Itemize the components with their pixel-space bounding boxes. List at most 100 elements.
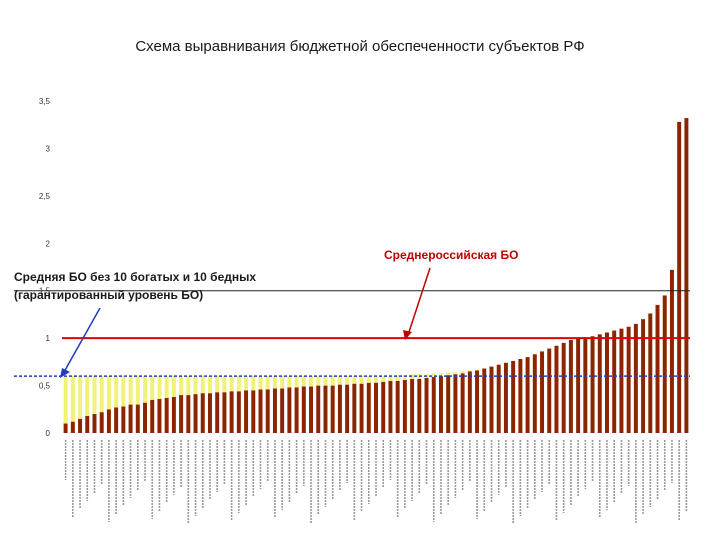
chart-title: Схема выравнивания бюджетной обеспеченно… [135,38,585,55]
bar-own-revenue [402,379,407,433]
bar-equalization [446,372,451,376]
bar-own-revenue [518,359,523,433]
bar-own-revenue [669,269,674,433]
bar-own-revenue [294,387,299,433]
bar-equalization [121,376,126,407]
bar-own-revenue [352,383,357,433]
bar-equalization [244,376,249,391]
bar-own-revenue [171,396,176,433]
bar-own-revenue [554,345,559,433]
bar-equalization [85,376,90,416]
bar-own-revenue [193,394,198,433]
bar-own-revenue [633,323,638,433]
avg-arrow [407,267,431,336]
bar-own-revenue [438,376,443,433]
y-tick-label: 2 [46,239,51,248]
bar-equalization [236,376,241,392]
bar-own-revenue [453,374,458,433]
bar-equalization [186,376,191,396]
bar-equalization [157,376,162,399]
bar-equalization [301,376,306,387]
bar-own-revenue [229,391,234,433]
bar-equalization [135,376,140,405]
bar-equalization [345,376,350,385]
bar-own-revenue [157,398,162,433]
guaranteed-arrow-head [60,368,70,378]
bar-own-revenue [244,390,249,433]
bar-own-revenue [99,412,104,433]
bar-own-revenue [648,313,653,433]
bar-equalization [92,376,97,415]
bar-own-revenue [662,295,667,433]
bar-own-revenue [431,377,436,433]
bar-own-revenue [410,378,415,433]
bar-own-revenue [446,375,451,433]
bar-own-revenue [222,392,227,433]
y-tick-label: 2,5 [39,192,51,201]
bar-equalization [388,375,393,381]
avg-label: Среднероссийская БО [384,248,518,262]
bar-own-revenue [525,357,530,433]
y-axis-ticks: 0 0,5 1 1,5 2 2,5 3 3,5 [39,97,51,438]
bar-own-revenue [612,330,617,433]
bar-equalization [280,376,285,389]
bar-equalization [215,376,220,393]
bar-equalization [272,376,277,389]
bar-own-revenue [684,118,689,433]
bar-equalization [460,371,465,374]
bar-own-revenue [309,386,314,433]
bar-equalization [164,376,169,398]
bar-own-revenue [135,404,140,433]
bar-own-revenue [78,418,83,433]
bar-own-revenue [381,381,386,433]
bar-equalization [316,376,321,386]
bar-equalization [179,376,184,396]
bar-own-revenue [301,386,306,433]
bar-own-revenue [590,336,595,433]
bar-equalization [352,376,357,384]
bar-own-revenue [374,382,378,433]
bar-own-revenue [200,393,205,433]
bar-own-revenue [106,409,111,433]
bar-own-revenue [503,362,508,433]
y-tick-label: 0,5 [39,382,51,391]
y-tick-label: 0 [46,429,51,438]
bar-own-revenue [330,385,335,433]
bar-own-revenue [337,384,342,433]
avg-arrow-head [403,330,412,340]
bar-equalization [99,376,104,413]
bar-own-revenue [323,385,328,433]
bar-equalization [402,375,407,380]
bar-equalization [78,376,83,419]
guaranteed-arrow [63,307,101,373]
bar-equalization [229,376,234,392]
bar-equalization [467,370,472,372]
bar-own-revenue [395,380,400,433]
reference-lines [14,290,690,377]
bar-own-revenue [482,368,487,433]
bar-own-revenue [475,370,480,433]
bar-own-revenue [143,402,147,433]
bar-own-revenue [265,389,270,433]
bar-own-revenue [251,390,256,433]
bar-own-revenue [547,348,552,433]
bar-own-revenue [92,414,97,433]
bar-own-revenue [215,392,220,433]
bar-equalization [150,376,155,400]
bar-own-revenue [179,395,184,433]
bar-own-revenue [359,383,364,433]
bar-equalization [222,376,227,393]
bar-equalization [200,376,205,394]
bar-own-revenue [417,378,422,433]
bar-own-revenue [460,373,465,433]
bar-own-revenue [388,380,393,433]
bar-own-revenue [316,385,321,433]
bar-own-revenue [287,387,292,433]
bar-equalization [323,376,328,386]
bar-own-revenue [70,421,75,433]
bar-equalization [410,374,415,379]
bar-own-revenue [85,415,90,433]
bar-own-revenue [121,406,126,433]
bar-equalization [381,376,386,382]
